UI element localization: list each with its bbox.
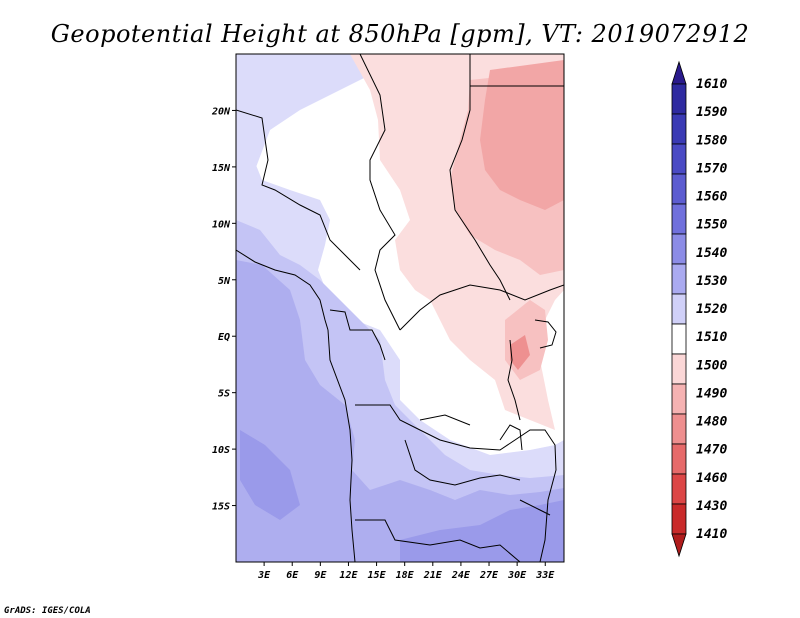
colorbar-label: 1590 [696, 105, 727, 120]
contour-1520-north [236, 54, 380, 175]
contour-1480 [480, 60, 564, 210]
colorbar-swatch [671, 503, 687, 535]
colorbar-swatch [671, 203, 687, 235]
colorbar-label: 1530 [696, 274, 727, 289]
colorbar: 1610 1590 1580 1570 1560 1550 1540 1530 1520 1510… [671, 60, 727, 558]
contour-1550b [400, 500, 564, 562]
colorbar-swatch [671, 233, 687, 265]
y-axis: 20N 15N 10N 5N EQ 5S 10S 15S [211, 106, 236, 513]
y-tick-label: 5N [218, 276, 231, 287]
colorbar-swatch [671, 263, 687, 295]
colorbar-bottom-arrow [671, 533, 687, 558]
height-field [236, 54, 564, 562]
colorbar-label: 1510 [696, 330, 727, 345]
x-tick-label: 30E [507, 570, 527, 581]
x-tick-label: 6E [286, 570, 299, 581]
y-tick-label: 20N [211, 106, 231, 117]
contour-1480b [510, 335, 530, 370]
x-axis: 3E 6E 9E 12E 15E 18E 21E 24E 27E 30E 33E [257, 562, 555, 581]
colorbar-swatch [671, 353, 687, 385]
x-tick-label: 27E [479, 570, 499, 581]
x-tick-label: 9E [314, 570, 327, 581]
colorbar-swatch [671, 83, 687, 115]
colorbar-swatch [671, 443, 687, 475]
coastlines [236, 54, 564, 562]
grads-credit: GrADS: IGES/COLA [4, 606, 91, 616]
colorbar-label: 1580 [696, 133, 727, 148]
colorbar-label: 1480 [696, 415, 727, 430]
colorbar-swatch [671, 113, 687, 145]
map-panel: 3E 6E 9E 12E 15E 18E 21E 24E 27E 30E 33E 20N 15N 10N… [211, 53, 565, 581]
y-tick-label: 10N [212, 219, 231, 230]
colorbar-swatch [671, 173, 687, 205]
colorbar-label: 1460 [696, 471, 727, 486]
x-tick-label: 3E [257, 570, 271, 581]
y-tick-label: 10S [212, 445, 230, 456]
colorbar-swatch [671, 413, 687, 445]
contour-1550 [240, 430, 300, 520]
colorbar-swatch [671, 383, 687, 415]
colorbar-label: 1540 [696, 246, 727, 261]
x-tick-label: 33E [535, 570, 555, 581]
colorbar-top-arrow [671, 60, 687, 85]
x-tick-label: 21E [423, 570, 443, 581]
colorbar-swatch [671, 293, 687, 325]
colorbar-label: 1470 [696, 443, 727, 458]
colorbar-swatch [671, 323, 687, 355]
colorbar-label: 1550 [696, 218, 727, 233]
y-tick-label: 15S [212, 502, 230, 513]
colorbar-label: 1490 [696, 386, 727, 401]
colorbar-label: 1430 [696, 499, 727, 514]
contour-1540 [236, 260, 564, 562]
colorbar-label: 1570 [696, 161, 727, 176]
y-tick-label: EQ [218, 332, 230, 343]
colorbar-swatch [671, 143, 687, 175]
colorbar-label: 1560 [696, 190, 727, 205]
y-tick-label: 5S [218, 389, 230, 400]
colorbar-swatch [671, 473, 687, 505]
colorbar-label: 1520 [696, 302, 727, 317]
x-tick-label: 12E [339, 570, 358, 581]
x-tick-label: 24E [451, 570, 471, 581]
x-tick-label: 18E [396, 570, 415, 581]
colorbar-label: 1610 [696, 77, 727, 92]
colorbar-label: 1500 [696, 358, 727, 373]
figure-title: Geopotential Height at 850hPa [gpm], VT:… [51, 20, 750, 48]
x-tick-label: 15E [368, 570, 387, 581]
colorbar-label: 1410 [696, 527, 727, 542]
y-tick-label: 15N [212, 163, 231, 174]
map-frame [235, 53, 565, 563]
